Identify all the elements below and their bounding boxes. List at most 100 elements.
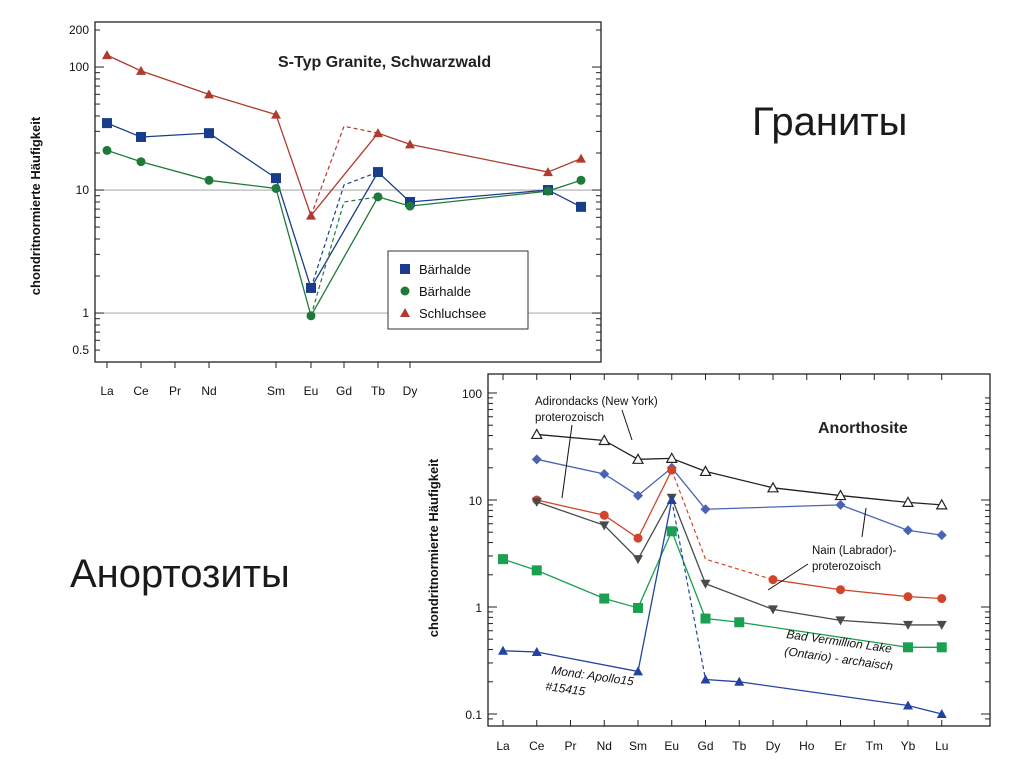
x-tick-label: Sm <box>267 384 285 398</box>
y-tick-label: 200 <box>69 23 89 37</box>
data-point <box>204 89 214 99</box>
series-dashed-line <box>310 125 379 216</box>
x-tick-label: Pr <box>565 739 577 753</box>
data-point <box>531 646 542 656</box>
series-3 <box>102 50 586 220</box>
annotation-arrow <box>767 563 809 591</box>
x-tick-label: Gd <box>336 384 352 398</box>
plot-frame <box>487 373 991 727</box>
x-tick-label: Tm <box>866 739 883 753</box>
data-point <box>576 201 586 212</box>
x-tick-label: Eu <box>304 384 319 398</box>
y-tick-label: 0.1 <box>465 708 482 722</box>
data-point <box>734 676 745 686</box>
x-tick-label: La <box>100 384 114 398</box>
data-point <box>373 167 383 178</box>
annotation-adirondacks: Adirondacks (New York) <box>535 396 658 408</box>
data-point <box>903 620 913 630</box>
data-point <box>405 139 415 149</box>
data-point <box>271 173 281 184</box>
data-point <box>599 510 609 520</box>
y-tick-label: 100 <box>69 60 89 74</box>
series-line <box>772 579 942 600</box>
series-6 <box>498 495 947 718</box>
slide-heading-anorthosites: Анортозиты <box>70 552 290 596</box>
y-tick-label: 10 <box>76 183 90 197</box>
data-point <box>306 311 316 321</box>
data-point <box>405 201 415 211</box>
annotation-apollo-id: #15415 <box>545 679 587 698</box>
series-dashed-line <box>671 499 707 680</box>
y-axis-label: chondritnormierte Häufigkeit <box>28 116 43 295</box>
data-point <box>136 65 146 75</box>
legend-box <box>387 250 529 330</box>
series-line <box>106 54 549 217</box>
data-point <box>834 489 847 501</box>
series-dashed-line <box>671 469 774 581</box>
annotation-arrow <box>561 424 573 499</box>
data-point <box>631 453 645 464</box>
data-point <box>102 50 112 60</box>
data-point <box>699 465 712 477</box>
data-point <box>373 128 383 138</box>
x-tick-label: Er <box>835 739 847 753</box>
annotation-nain: Nain (Labrador)- <box>812 545 897 557</box>
legend-label: Schluchsee <box>419 306 486 321</box>
y-tick-label: 0.5 <box>72 343 89 357</box>
series-line <box>547 189 582 208</box>
data-point <box>936 530 947 541</box>
data-point <box>633 666 643 676</box>
data-point <box>734 617 745 628</box>
series-5 <box>498 526 947 653</box>
data-point <box>935 498 948 510</box>
y-tick-label: 100 <box>462 387 482 401</box>
data-point <box>136 131 146 142</box>
data-point <box>306 210 316 220</box>
data-point <box>700 613 711 624</box>
data-point <box>531 497 542 507</box>
x-tick-label: Yb <box>901 739 916 753</box>
data-point <box>903 525 913 536</box>
x-tick-label: Dy <box>766 739 781 753</box>
data-point <box>836 585 845 595</box>
x-tick-label: Ho <box>799 739 815 753</box>
data-point <box>666 526 677 537</box>
data-point <box>271 109 281 119</box>
series-line <box>536 458 942 536</box>
series-dashed-line <box>310 171 379 289</box>
x-tick-label: Eu <box>664 739 679 753</box>
x-tick-label: Lu <box>935 739 948 753</box>
data-point <box>766 481 780 493</box>
x-tick-label: Tb <box>371 384 385 398</box>
legend-label: Bärhalde <box>419 262 471 277</box>
data-point <box>102 118 112 129</box>
data-point <box>633 555 643 565</box>
series-line <box>106 122 549 290</box>
data-point <box>901 496 915 507</box>
series-line <box>106 149 549 318</box>
data-point <box>903 592 913 602</box>
series-line <box>547 179 582 192</box>
data-point <box>667 465 677 475</box>
data-point <box>599 593 610 604</box>
data-point <box>306 282 316 293</box>
legend-label: Bärhalde <box>419 284 471 299</box>
data-point <box>204 175 214 185</box>
data-point <box>373 192 383 202</box>
series-3 <box>532 465 947 604</box>
chart-granite: 200 100 10 1 0.5 La Ce Pr Nd Sm Eu Gd Tb Dy S-Typ Gran… <box>28 21 602 398</box>
x-tick-label: Tb <box>732 739 746 753</box>
data-point <box>599 521 610 531</box>
data-point <box>936 709 947 718</box>
data-point <box>903 642 913 653</box>
chart-title: Anorthosite <box>818 420 908 437</box>
legend: Bärhalde Bärhalde Schluchsee <box>387 250 529 330</box>
annotation-arrow <box>621 409 633 441</box>
series-dashed-line <box>310 196 379 316</box>
data-point <box>835 616 846 626</box>
legend-marker <box>400 264 410 274</box>
data-point <box>136 157 146 167</box>
x-tick-label: Nd <box>201 384 216 398</box>
data-point <box>498 554 508 565</box>
series-line <box>705 678 942 715</box>
